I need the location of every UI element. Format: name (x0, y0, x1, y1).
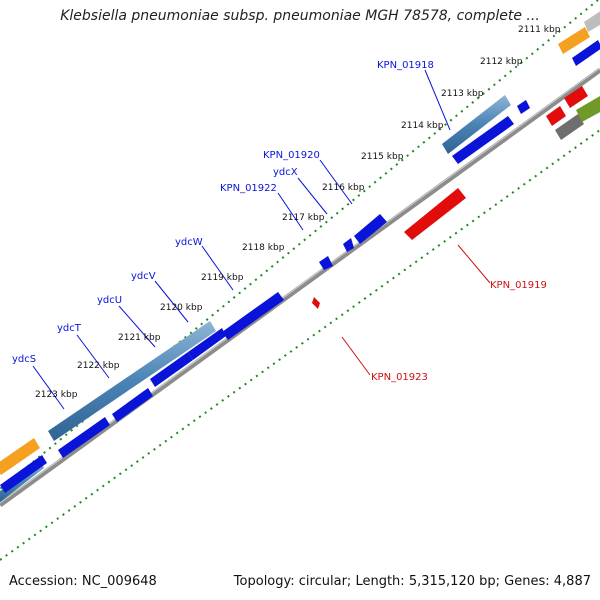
outer-tick-track (0, 0, 599, 491)
leader-line (297, 177, 328, 215)
operon-bar (48, 321, 216, 441)
forward-gene (222, 292, 284, 340)
gene-label-ydcv[interactable]: ydcV (131, 271, 156, 282)
tick-labels: 2111 kbp 2112 kbp 2113 kbp 2114 kbp 2115… (35, 25, 561, 400)
tick-label: 2122 kbp (77, 361, 120, 371)
other-features (0, 11, 600, 475)
orange-feature (0, 438, 40, 475)
gene-label-kpn-01923[interactable]: KPN_01923 (371, 372, 428, 383)
gene-label-kpn-01919[interactable]: KPN_01919 (490, 280, 547, 291)
accession-value: NC_009648 (81, 574, 157, 589)
leader-line (76, 334, 110, 379)
tick-label: 2119 kbp (201, 273, 244, 283)
leader-line (154, 280, 189, 323)
reverse-gene (312, 297, 320, 309)
gene-label-ydcw[interactable]: ydcW (175, 237, 203, 248)
forward-gene (354, 214, 387, 244)
topology-value: circular (298, 574, 347, 589)
forward-gene (572, 40, 600, 66)
orange-feature (558, 27, 590, 54)
leader-line (118, 305, 156, 348)
tick-label: 2112 kbp (480, 57, 523, 67)
genes-value: 4,887 (553, 574, 591, 589)
tick-label: 2115 kbp (361, 152, 404, 162)
tick-label: 2120 kbp (160, 303, 203, 313)
leader-line (32, 365, 65, 410)
tick-label: 2118 kbp (242, 243, 285, 253)
reverse-genes (312, 86, 588, 309)
reverse-gene (564, 86, 588, 108)
accession-label: Accession: (9, 574, 78, 589)
gene-label-ydcx[interactable]: ydcX (273, 167, 298, 178)
gene-label-kpn-01922[interactable]: KPN_01922 (220, 183, 277, 194)
leader-line (277, 192, 304, 231)
leader-line (341, 336, 371, 376)
forward-gene (188, 328, 226, 360)
gene-label-kpn-01920[interactable]: KPN_01920 (263, 150, 320, 161)
tick-label: 2114 kbp (401, 121, 444, 131)
length-label: Length: (355, 574, 405, 589)
map-title: Klebsiella pneumoniae subsp. pneumoniae … (60, 8, 540, 24)
forward-gene (58, 417, 110, 458)
forward-gene (343, 238, 354, 252)
green-feature (576, 96, 600, 122)
grey-feature (555, 114, 584, 140)
tick-label: 2121 kbp (118, 333, 161, 343)
forward-gene (150, 352, 193, 387)
reverse-gene (404, 188, 466, 240)
leader-line (319, 159, 353, 205)
forward-gene (319, 256, 333, 270)
gene-label-ydct[interactable]: ydcT (57, 323, 82, 334)
forward-gene (0, 455, 47, 493)
topology-row: Topology: circular; Length: 5,315,120 bp… (233, 574, 591, 589)
leader-line (201, 245, 234, 291)
forward-gene (517, 100, 530, 114)
reverse-gene (546, 106, 566, 126)
forward-gene (452, 116, 514, 164)
gene-label-kpn-01918[interactable]: KPN_01918 (377, 60, 434, 71)
gene-label-ydcs[interactable]: ydcS (12, 354, 36, 365)
accession-row: Accession: NC_009648 (9, 574, 157, 589)
leader-lines (32, 69, 491, 410)
leader-line (424, 69, 451, 131)
leader-line (457, 244, 491, 284)
forward-gene (112, 388, 153, 422)
length-value: 5,315,120 bp (408, 574, 496, 589)
tick-label: 2113 kbp (441, 89, 484, 99)
operon-bar (442, 95, 511, 154)
inner-tick-track (0, 129, 600, 561)
gene-label-ydcu[interactable]: ydcU (97, 295, 122, 306)
grey-feature (584, 11, 600, 32)
tick-label: 2116 kbp (322, 183, 365, 193)
tick-label: 2123 kbp (35, 390, 78, 400)
genes-label: Genes: (504, 574, 550, 589)
tick-label: 2117 kbp (282, 213, 325, 223)
topology-label: Topology: (233, 574, 295, 589)
forward-genes (0, 40, 600, 493)
tick-label: 2111 kbp (518, 25, 561, 35)
forward-gene-labels: KPN_01918 KPN_01920 ydcX KPN_01922 ydcW … (12, 60, 434, 365)
reverse-gene-labels: KPN_01919 KPN_01923 (371, 280, 547, 383)
